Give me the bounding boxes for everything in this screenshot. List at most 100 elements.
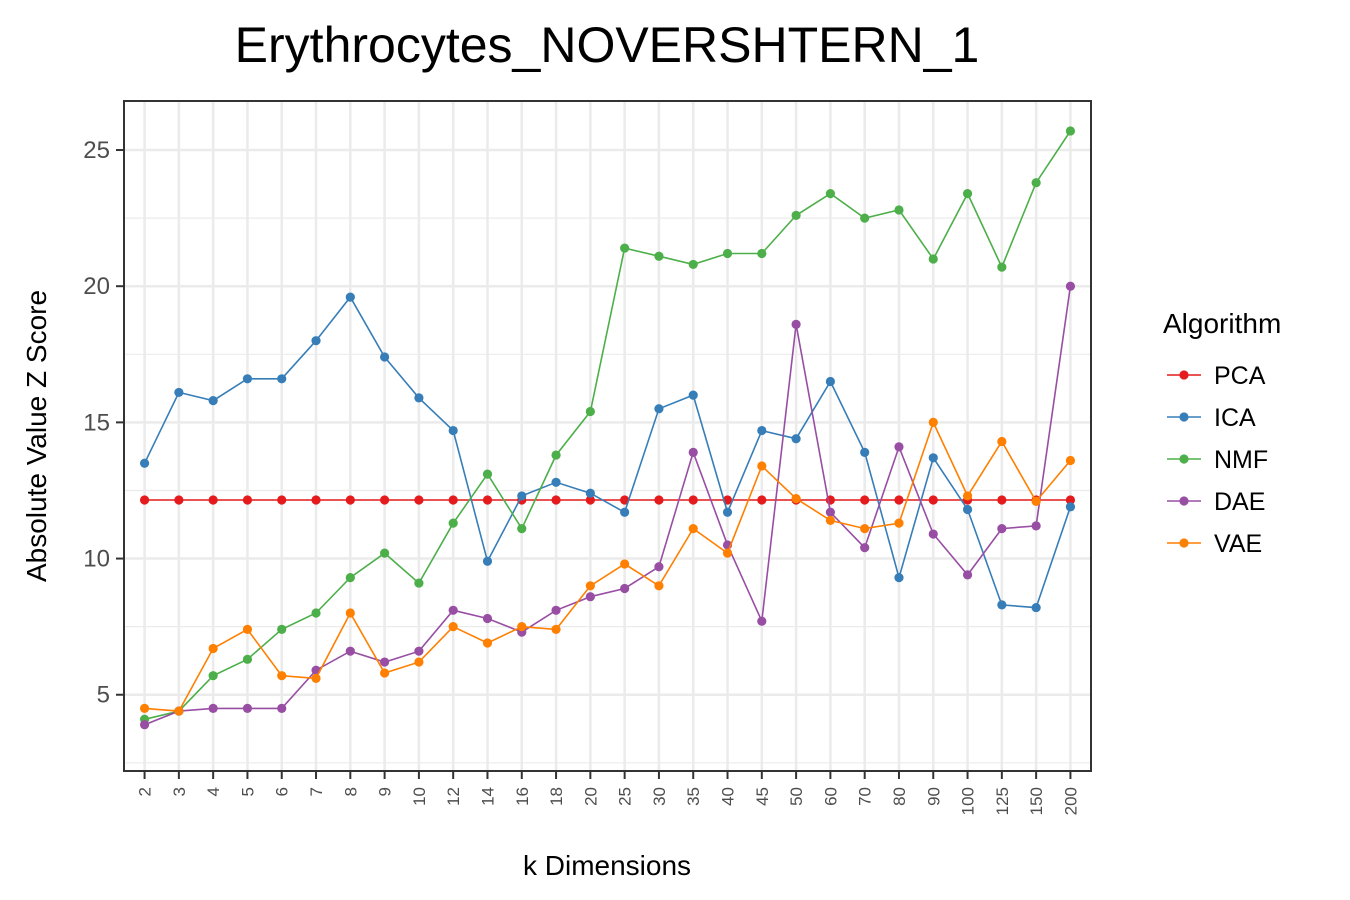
point-nmf [482, 469, 493, 479]
point-dae [482, 613, 493, 624]
legend-title: Algorithm [1163, 308, 1281, 339]
x-tick-label: 10 [410, 787, 429, 806]
point-ica [517, 491, 527, 501]
point-vae [722, 548, 733, 558]
point-vae [791, 494, 801, 504]
point-pca [482, 495, 493, 505]
y-axis-title: Absolute Value Z Score [21, 290, 52, 582]
point-ica [825, 376, 835, 387]
point-ica [654, 404, 664, 414]
x-tick-label: 35 [684, 787, 703, 806]
point-pca [928, 495, 938, 505]
point-dae [242, 703, 253, 713]
point-ica [448, 425, 458, 436]
point-nmf [894, 205, 904, 215]
point-pca [688, 495, 698, 505]
point-vae [860, 524, 870, 534]
x-tick-label: 20 [581, 787, 600, 806]
legend-key-point-pca [1179, 370, 1189, 380]
legend-label-vae: VAE [1214, 530, 1262, 558]
point-dae [585, 592, 595, 602]
point-dae [791, 319, 801, 329]
x-tick-label: 125 [993, 787, 1012, 815]
point-nmf [414, 578, 424, 588]
point-nmf [1065, 126, 1076, 136]
point-nmf [1031, 178, 1041, 188]
x-tick-label: 70 [856, 787, 875, 806]
point-nmf [825, 189, 835, 199]
point-dae [277, 703, 287, 713]
point-ica [345, 292, 355, 302]
x-tick-label: 16 [513, 787, 532, 806]
point-nmf [277, 624, 287, 634]
point-pca [174, 495, 184, 505]
point-nmf [997, 262, 1007, 272]
y-tick-label: 10 [83, 546, 110, 573]
point-vae [482, 638, 493, 648]
point-ica [962, 504, 973, 515]
point-vae [757, 461, 767, 471]
x-tick-label: 200 [1061, 787, 1080, 815]
point-ica [1031, 602, 1041, 613]
x-tick-label: 25 [616, 787, 635, 806]
point-vae [825, 515, 835, 526]
x-tick-label: 80 [890, 787, 909, 806]
point-pca [208, 495, 218, 505]
point-nmf [585, 406, 595, 417]
x-tick-label: 2 [136, 787, 155, 796]
legend-label-dae: DAE [1214, 488, 1265, 516]
point-pca [414, 495, 424, 505]
point-vae [688, 524, 698, 534]
x-axis-title: k Dimensions [523, 850, 691, 881]
point-ica [1065, 502, 1076, 512]
point-vae [174, 706, 184, 716]
chart-title: Erythrocytes_NOVERSHTERN_1 [235, 17, 980, 73]
point-vae [962, 491, 973, 501]
point-nmf [722, 248, 733, 259]
point-nmf [345, 573, 355, 583]
point-dae [551, 605, 561, 615]
x-tick-label: 50 [787, 787, 806, 806]
legend-label-ica: ICA [1214, 404, 1256, 432]
point-vae [414, 657, 424, 667]
x-tick-label: 12 [444, 787, 463, 806]
point-ica [585, 488, 595, 498]
point-pca [139, 495, 150, 505]
point-nmf [311, 608, 321, 618]
point-dae [620, 583, 630, 594]
point-vae [551, 624, 561, 634]
point-pca [654, 495, 664, 505]
point-nmf [380, 548, 390, 558]
point-vae [242, 624, 253, 634]
point-ica [928, 453, 938, 463]
point-pca [277, 495, 287, 505]
grid [124, 101, 1091, 771]
legend-label-pca: PCA [1214, 362, 1266, 390]
x-tick-label: 6 [273, 787, 292, 796]
point-dae [654, 562, 664, 572]
point-vae [654, 581, 664, 591]
point-ica [174, 387, 184, 398]
series-layer [139, 126, 1076, 730]
point-ica [208, 395, 218, 406]
point-vae [928, 417, 938, 427]
point-pca [448, 495, 458, 505]
point-ica [551, 477, 561, 487]
y-axis: 5 10 15 20 25 [83, 137, 124, 709]
y-tick-label: 5 [97, 682, 110, 709]
legend-key-point-vae [1179, 538, 1189, 548]
point-ica [139, 458, 150, 468]
series-line-ica [143, 295, 1072, 609]
point-dae [928, 529, 938, 539]
x-axis: 2 3 4 5 6 7 8 9 10 12 14 16 18 20 25 30 35 40 45 50 60 70 80 90… [136, 771, 1080, 815]
point-vae [517, 622, 527, 632]
point-pca [585, 495, 595, 505]
point-nmf [791, 210, 801, 220]
x-tick-label: 18 [547, 787, 566, 806]
point-vae [1031, 496, 1041, 506]
x-tick-label: 4 [204, 787, 223, 796]
x-tick-label: 90 [924, 787, 943, 806]
point-dae [757, 616, 767, 626]
point-ica [860, 447, 870, 457]
